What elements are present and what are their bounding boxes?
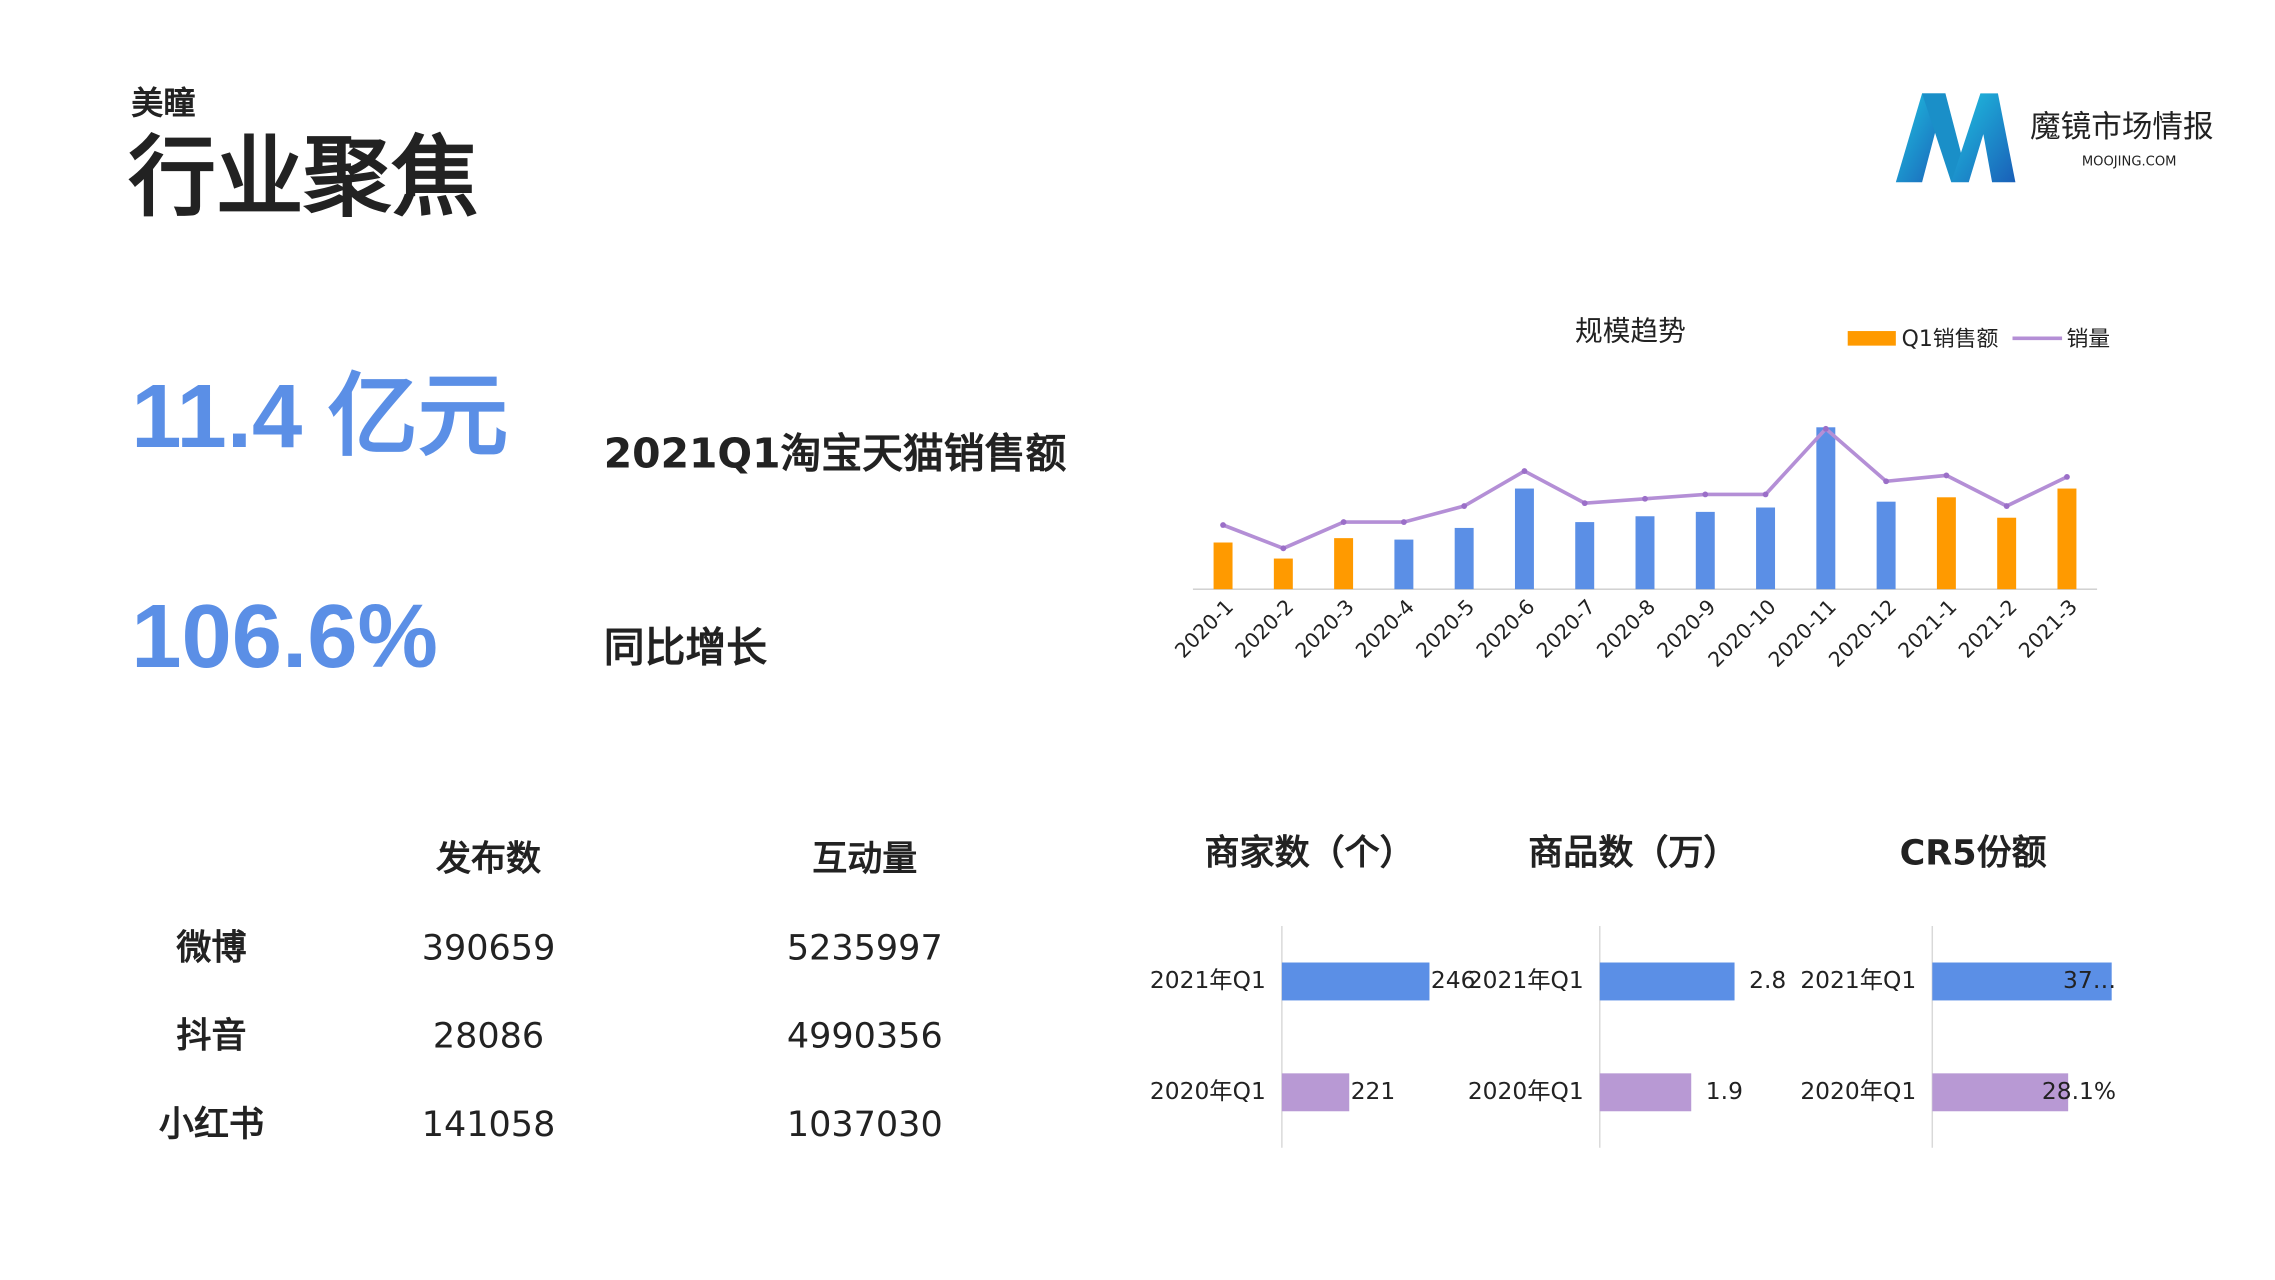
- highlight-value: 11.4 亿元: [131, 366, 508, 467]
- logo-name: 魔镜市场情报: [2030, 110, 2214, 145]
- bar: [1876, 501, 1896, 590]
- legend-label: Q1销售额: [1902, 327, 1999, 352]
- bar: [1936, 497, 1956, 590]
- x-tick-label: 2020-3: [1291, 595, 1359, 663]
- bar: [1932, 962, 2112, 1001]
- line-point: [1581, 500, 1588, 507]
- value-label: 221: [1351, 1077, 1396, 1105]
- bar: [2057, 488, 2077, 590]
- x-tick-label: 2021-1: [1893, 595, 1961, 663]
- value-label: 2.8: [1749, 966, 1786, 994]
- bar: [1997, 517, 2017, 590]
- chart-title: 商家数（个）: [1205, 834, 1415, 874]
- bar: [1635, 516, 1655, 590]
- bar: [1281, 1073, 1350, 1112]
- x-tick-label: 2021-2: [1954, 595, 2022, 663]
- y-tick-label: 2020年Q1: [1800, 1077, 1916, 1105]
- line-point: [1822, 425, 1829, 432]
- table-cell: 1037030: [787, 1105, 943, 1145]
- y-tick-label: 2021年Q1: [1150, 966, 1266, 994]
- bar: [1756, 507, 1776, 590]
- logo-site: MOOJING.COM: [2082, 154, 2177, 169]
- line-point: [1762, 491, 1769, 498]
- bar: [1816, 427, 1836, 590]
- line-point: [1521, 468, 1528, 474]
- table-cell: 4990356: [787, 1017, 943, 1057]
- line-point: [2003, 503, 2010, 509]
- logo: 魔镜市场情报 MOOJING.COM: [1895, 93, 2214, 183]
- y-tick-label: 2020年Q1: [1150, 1077, 1266, 1105]
- bar: [1695, 511, 1715, 590]
- bar: [1599, 962, 1735, 1001]
- table-cell: 141058: [422, 1105, 556, 1145]
- value-label: 246: [1431, 966, 1476, 994]
- line-point: [1340, 519, 1347, 526]
- chart-title: CR5份额: [1900, 834, 2047, 874]
- logo-mark: [1951, 93, 2016, 183]
- highlight-label: 2021Q1淘宝天猫销售额: [604, 429, 1067, 477]
- bar: [1334, 538, 1354, 590]
- title: 行业聚焦: [128, 127, 478, 229]
- value-label: 28.1%: [2042, 1077, 2116, 1105]
- column-header: 发布数: [436, 839, 541, 879]
- x-tick-label: 2020-7: [1532, 595, 1600, 663]
- bar: [1281, 962, 1430, 1001]
- y-tick-label: 2020年Q1: [1468, 1077, 1584, 1105]
- subtitle: 美瞳: [131, 84, 195, 122]
- line-point: [1220, 522, 1226, 528]
- x-tick-label: 2020-1: [1170, 595, 1238, 663]
- x-tick-label: 2020-4: [1351, 595, 1419, 663]
- bar: [1394, 539, 1414, 590]
- x-tick-label: 2020-8: [1592, 595, 1660, 663]
- x-tick-label: 2020-5: [1411, 595, 1479, 663]
- table-cell: 390659: [422, 928, 556, 968]
- bar: [1213, 542, 1233, 590]
- value-label: 37…: [2063, 966, 2116, 994]
- highlight-label: 同比增长: [604, 623, 767, 671]
- bar: [1454, 527, 1474, 590]
- row-header: 抖音: [176, 1016, 246, 1057]
- line-point: [1642, 495, 1648, 502]
- x-tick-label: 2021-3: [2014, 595, 2082, 663]
- legend-swatch: [1847, 331, 1896, 346]
- line-point: [1883, 478, 1890, 485]
- logo-mark: [1922, 93, 1963, 183]
- y-tick-label: 2021年Q1: [1800, 966, 1916, 994]
- value-label: 1.9: [1706, 1077, 1743, 1105]
- line-point: [1702, 491, 1709, 498]
- legend-label: 销量: [2066, 327, 2110, 352]
- chart-title: 商品数（万）: [1528, 834, 1738, 874]
- line-point: [1461, 503, 1468, 509]
- y-tick-label: 2021年Q1: [1468, 966, 1584, 994]
- bar: [1273, 558, 1293, 590]
- line-point: [1943, 472, 1950, 479]
- bar: [1599, 1073, 1692, 1112]
- highlight-value: 106.6%: [131, 586, 438, 687]
- row-header: 微博: [175, 928, 246, 968]
- row-header: 小红书: [159, 1105, 264, 1145]
- column-header: 互动量: [812, 839, 917, 879]
- line-point: [1400, 519, 1407, 526]
- bar: [1932, 1073, 2069, 1112]
- x-tick-label: 2020-2: [1230, 595, 1298, 663]
- table-cell: 5235997: [787, 928, 943, 968]
- chart-title: 规模趋势: [1575, 315, 1686, 348]
- x-tick-label: 2020-6: [1471, 595, 1539, 663]
- bar: [1575, 522, 1595, 590]
- line-point: [2064, 473, 2070, 480]
- bar: [1514, 488, 1534, 590]
- line-point: [1280, 545, 1287, 552]
- table-cell: 28086: [433, 1017, 544, 1057]
